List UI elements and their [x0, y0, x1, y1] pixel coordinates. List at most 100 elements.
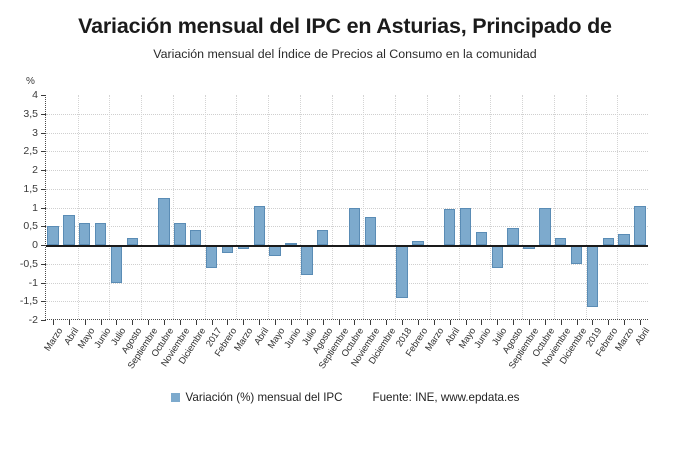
- grid-line-vertical: [331, 95, 333, 319]
- x-axis-tick-mark: [132, 320, 134, 325]
- page-title: Variación mensual del IPC en Asturias, P…: [78, 14, 612, 38]
- bar: [491, 245, 503, 268]
- grid-line-horizontal: [46, 188, 648, 190]
- y-axis-tick-mark: [41, 188, 46, 190]
- bar: [301, 245, 313, 275]
- grid-line-vertical: [109, 95, 111, 319]
- x-axis-tick-label: Marzo: [42, 326, 65, 353]
- bar: [253, 205, 265, 245]
- grid-line-vertical: [490, 95, 492, 319]
- y-axis-tick-mark: [41, 95, 46, 96]
- bar: [586, 245, 599, 307]
- bar: [348, 207, 361, 245]
- x-axis-tick-mark: [576, 320, 578, 325]
- grid-line-vertical: [426, 95, 428, 319]
- y-axis-tick-label: 3,5: [23, 107, 38, 120]
- y-axis-tick-label: -1: [28, 276, 38, 289]
- grid-line-vertical: [204, 95, 206, 319]
- grid-line-vertical: [141, 95, 143, 319]
- grid-line-vertical: [395, 95, 397, 319]
- x-axis-tick-mark: [417, 320, 419, 325]
- x-axis-tick-mark: [52, 320, 54, 325]
- bar: [205, 245, 218, 268]
- bar: [555, 237, 567, 245]
- x-axis-tick-mark: [465, 320, 467, 325]
- x-axis-tick-mark: [211, 320, 213, 325]
- bar: [285, 243, 297, 246]
- bar: [396, 245, 408, 298]
- bar: [475, 231, 488, 245]
- x-axis-tick-mark: [640, 320, 642, 325]
- x-axis-tick-mark: [164, 320, 165, 325]
- y-axis-tick-mark: [41, 226, 46, 228]
- x-axis-tick-mark: [148, 320, 150, 325]
- y-axis-tick-label: 2,5: [23, 145, 38, 158]
- bar: [507, 228, 519, 245]
- bar: [570, 245, 583, 264]
- grid-line-horizontal: [46, 301, 648, 303]
- bar: [174, 222, 186, 245]
- grid-line-horizontal: [46, 132, 648, 134]
- bar: [110, 245, 123, 283]
- x-axis-tick-mark: [433, 320, 435, 325]
- grid-line-horizontal: [46, 207, 648, 209]
- bar: [94, 222, 107, 245]
- x-axis-tick-mark: [528, 320, 530, 325]
- x-axis-tick-mark: [259, 320, 261, 325]
- bar: [634, 205, 646, 245]
- x-axis-labels: Marzo Abril Mayo Junio Julio Agosto Septiembre…: [42, 326, 652, 386]
- source-note: Fuente: INE, www.epdata.es: [372, 391, 520, 404]
- x-axis-tick-mark: [497, 320, 499, 325]
- chart-header: Variación mensual del IPC en Asturias, P…: [0, 0, 690, 62]
- x-axis-tick-mark: [84, 320, 86, 325]
- x-axis-ticks: [45, 320, 648, 326]
- x-axis-tick-mark: [370, 320, 372, 325]
- bar: [364, 216, 376, 245]
- grid-line-vertical: [585, 95, 587, 319]
- plot-area: [45, 95, 648, 320]
- bar: [47, 226, 59, 245]
- bar: [63, 215, 75, 245]
- bar: [602, 237, 615, 245]
- x-axis-tick-mark: [354, 320, 356, 325]
- grid-line-horizontal: [46, 170, 648, 171]
- y-axis-tick-label: -2: [28, 314, 38, 326]
- grid-line-horizontal: [46, 282, 648, 284]
- x-axis-tick-label: Abril: [633, 326, 652, 347]
- y-axis-tick-mark: [41, 282, 46, 284]
- bar: [443, 209, 456, 245]
- x-axis-tick-mark: [481, 320, 483, 325]
- bar: [539, 207, 551, 245]
- grid-line-horizontal: [46, 226, 648, 228]
- x-axis-tick-mark: [402, 320, 404, 325]
- x-axis-tick-mark: [338, 320, 340, 325]
- grid-line-vertical: [522, 95, 524, 319]
- grid-line-vertical: [172, 95, 174, 319]
- y-axis-tick-label: 0,5: [23, 220, 38, 233]
- x-axis-tick-mark: [544, 320, 546, 325]
- grid-line-vertical: [553, 95, 555, 319]
- y-axis-tick-label: -0,5: [19, 257, 38, 270]
- y-axis-tick-mark: [41, 132, 46, 134]
- x-axis-tick-mark: [227, 320, 229, 325]
- y-axis-tick-label: 1,5: [23, 182, 38, 195]
- bar: [78, 222, 91, 245]
- grid-line-horizontal: [46, 151, 648, 153]
- y-axis-tick-mark: [41, 263, 46, 265]
- bar: [459, 207, 472, 245]
- bar: [618, 233, 630, 245]
- grid-line-horizontal: [46, 263, 648, 265]
- chart-subtitle: Variación mensual del Índice de Precios …: [153, 46, 537, 61]
- y-axis-tick-label: 2: [32, 164, 38, 176]
- grid-line-vertical: [236, 95, 238, 319]
- y-axis-tick-mark: [41, 170, 46, 171]
- y-axis-tick-label: -1,5: [19, 295, 38, 308]
- y-axis-tick-label: 1: [32, 201, 38, 214]
- x-axis-tick-mark: [243, 320, 245, 325]
- x-axis-tick-mark: [560, 320, 562, 325]
- y-axis-tick-mark: [41, 207, 46, 209]
- y-axis-tick-label: 4: [32, 89, 38, 101]
- x-axis-tick-mark: [624, 320, 626, 325]
- y-axis-tick-mark: [41, 113, 46, 115]
- x-axis-tick-label: Junio: [282, 326, 303, 350]
